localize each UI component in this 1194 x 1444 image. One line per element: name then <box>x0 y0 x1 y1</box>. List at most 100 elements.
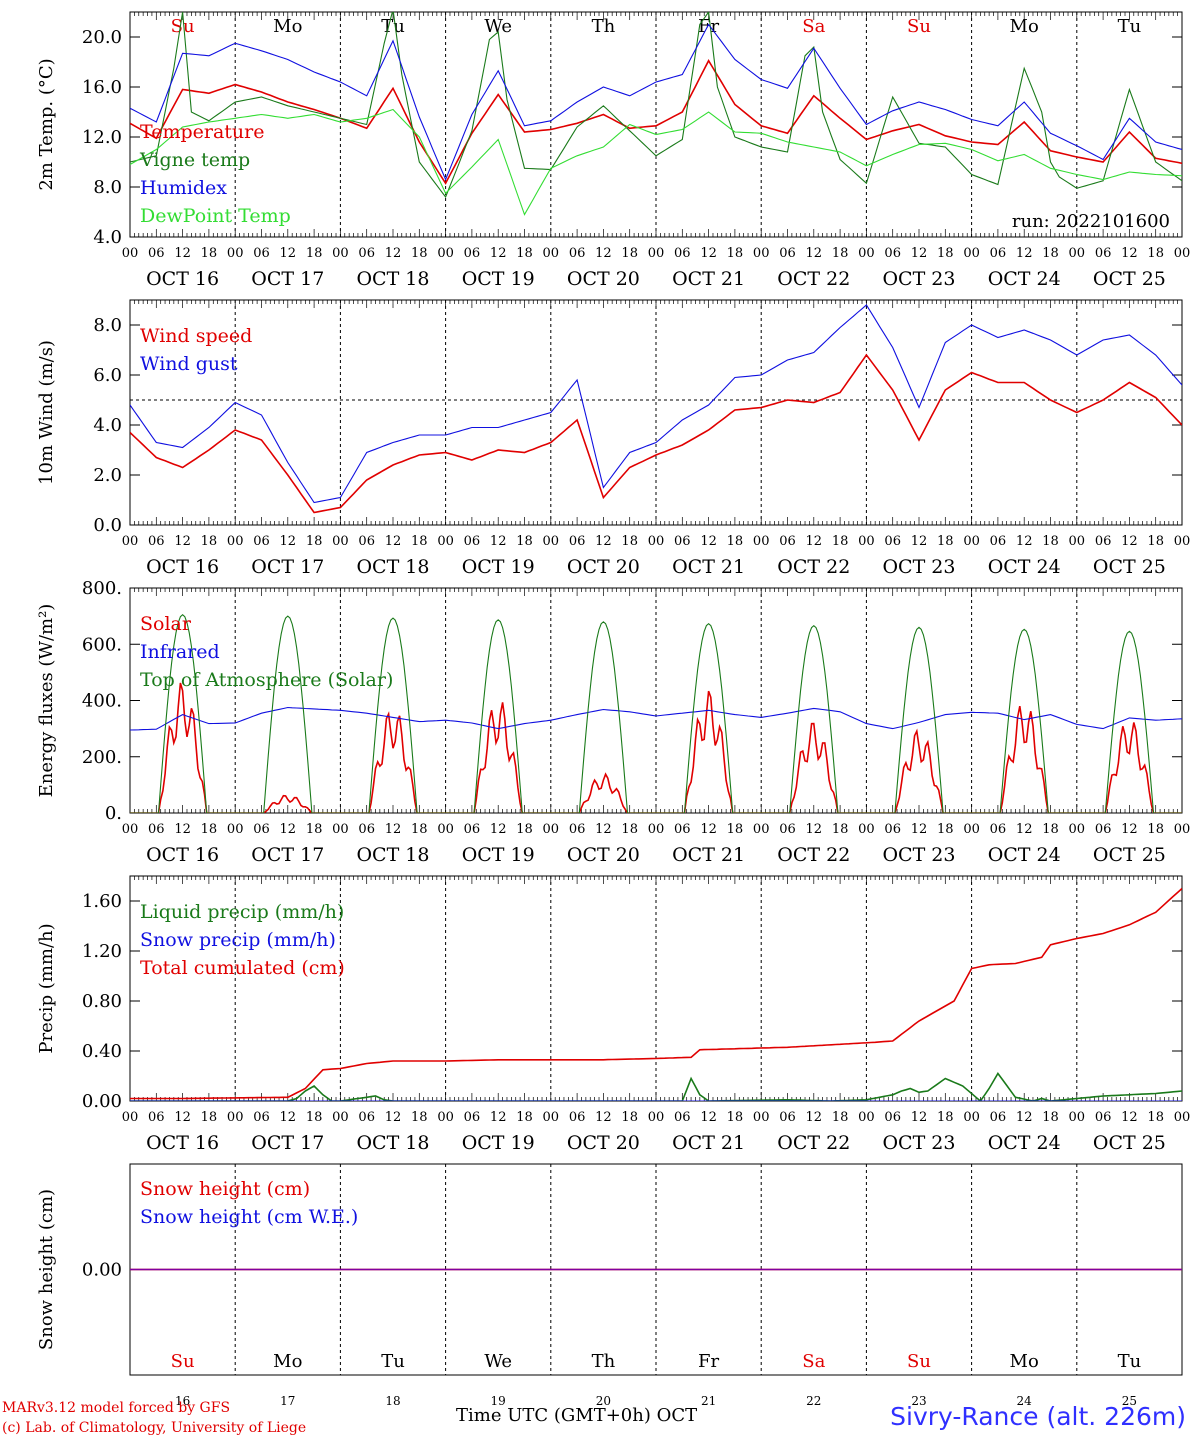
hour-label: 00 <box>332 822 349 837</box>
hour-label: 18 <box>937 1110 954 1125</box>
legend-entry: Wind gust <box>140 353 238 375</box>
date-label: OCT 22 <box>777 844 850 866</box>
hour-label: 00 <box>1069 534 1086 549</box>
hour-label: 18 <box>937 534 954 549</box>
y-axis-label: 10m Wind (m/s) <box>36 340 57 485</box>
y-tick-label: 0.80 <box>82 991 122 1012</box>
day-number-label: 24 <box>1017 1394 1033 1408</box>
legend-entry: Humidex <box>140 177 227 199</box>
plot-area <box>130 613 1182 813</box>
hour-label: 00 <box>753 1110 770 1125</box>
hour-label: 18 <box>621 822 638 837</box>
hour-label: 00 <box>753 534 770 549</box>
y-tick-label: 600. <box>82 634 122 655</box>
run-annotation: run: 2022101600 <box>1012 211 1170 232</box>
y-tick-label: 0. <box>105 803 122 824</box>
hour-label: 00 <box>858 822 875 837</box>
date-label: OCT 18 <box>356 556 429 578</box>
series-line-dewpoint-temp <box>130 108 1182 216</box>
weekday-label: Fr <box>698 1351 719 1372</box>
lab-credit: (c) Lab. of Climatology, University of L… <box>2 1420 307 1436</box>
date-label: OCT 20 <box>567 844 640 866</box>
date-label: OCT 18 <box>356 1132 429 1154</box>
date-label: OCT 22 <box>777 268 850 290</box>
weekday-label: Mo <box>273 16 302 37</box>
hour-label: 00 <box>437 246 454 261</box>
hour-label: 00 <box>648 246 665 261</box>
hour-label: 18 <box>516 246 533 261</box>
hour-label: 18 <box>937 822 954 837</box>
hour-label: 18 <box>306 822 323 837</box>
date-label: OCT 21 <box>672 1132 745 1154</box>
hour-label: 18 <box>516 534 533 549</box>
hour-label: 12 <box>385 246 402 261</box>
hour-label: 18 <box>201 1110 218 1125</box>
hour-label: 18 <box>306 534 323 549</box>
hour-label: 00 <box>1174 822 1191 837</box>
hour-label: 12 <box>700 1110 717 1125</box>
hour-label: 00 <box>227 246 244 261</box>
hour-label: 06 <box>148 1110 165 1125</box>
date-label: OCT 17 <box>251 556 324 578</box>
hour-label: 18 <box>621 1110 638 1125</box>
legend-entry: Solar <box>140 613 192 635</box>
hour-label: 00 <box>963 246 980 261</box>
hour-label: 18 <box>1042 534 1059 549</box>
hour-label: 00 <box>1174 534 1191 549</box>
hour-label: 00 <box>963 1110 980 1125</box>
hour-label: 00 <box>858 534 875 549</box>
day-number-label: 16 <box>175 1394 190 1408</box>
date-label: OCT 20 <box>567 556 640 578</box>
date-label: OCT 25 <box>1093 1132 1166 1154</box>
series-line-vigne-temp <box>130 12 1182 199</box>
hour-label: 12 <box>700 822 717 837</box>
model-credit: MARv3.12 model forced by GFS <box>2 1400 231 1416</box>
series-line-infrared <box>130 706 1182 731</box>
hour-label: 18 <box>621 246 638 261</box>
hour-label: 00 <box>227 534 244 549</box>
hour-label: 00 <box>543 246 560 261</box>
hour-label: 12 <box>280 1110 297 1125</box>
hour-label: 12 <box>595 1110 612 1125</box>
hour-label: 18 <box>516 1110 533 1125</box>
hour-label: 00 <box>1174 1110 1191 1125</box>
day-number-label: 18 <box>385 1394 400 1408</box>
hour-label: 18 <box>1147 1110 1164 1125</box>
hour-label: 18 <box>832 1110 849 1125</box>
weekday-label: Tu <box>381 16 405 37</box>
hour-label: 12 <box>911 246 928 261</box>
hour-label: 00 <box>543 534 560 549</box>
hour-label: 06 <box>569 1110 586 1125</box>
hour-label: 18 <box>937 246 954 261</box>
hour-label: 06 <box>779 822 796 837</box>
date-label: OCT 18 <box>356 268 429 290</box>
hour-label: 06 <box>358 534 375 549</box>
weekday-label: Tu <box>1118 1351 1142 1372</box>
hour-label: 06 <box>464 534 481 549</box>
hour-label: 06 <box>569 534 586 549</box>
hour-label: 06 <box>884 822 901 837</box>
y-axis-label: Snow height (cm) <box>36 1189 57 1350</box>
legend-entry: Liquid precip (mm/h) <box>140 901 344 923</box>
y-tick-label: 6.0 <box>93 365 122 386</box>
hour-label: 06 <box>674 534 691 549</box>
legend-entry: Wind speed <box>140 325 252 347</box>
hour-label: 06 <box>569 246 586 261</box>
hour-label: 18 <box>832 534 849 549</box>
hour-label: 00 <box>437 534 454 549</box>
series-line-total-cumulated-cm- <box>130 887 1182 1100</box>
weekday-label: Su <box>907 16 931 37</box>
date-label: OCT 22 <box>777 1132 850 1154</box>
date-label: OCT 19 <box>462 1132 535 1154</box>
hour-label: 18 <box>411 1110 428 1125</box>
hour-label: 06 <box>990 246 1007 261</box>
hour-label: 06 <box>464 1110 481 1125</box>
hour-label: 18 <box>727 246 744 261</box>
hour-label: 18 <box>1042 246 1059 261</box>
hour-label: 12 <box>806 822 823 837</box>
hour-label: 00 <box>858 1110 875 1125</box>
hour-label: 00 <box>963 822 980 837</box>
date-label: OCT 21 <box>672 844 745 866</box>
hour-label: 00 <box>227 822 244 837</box>
